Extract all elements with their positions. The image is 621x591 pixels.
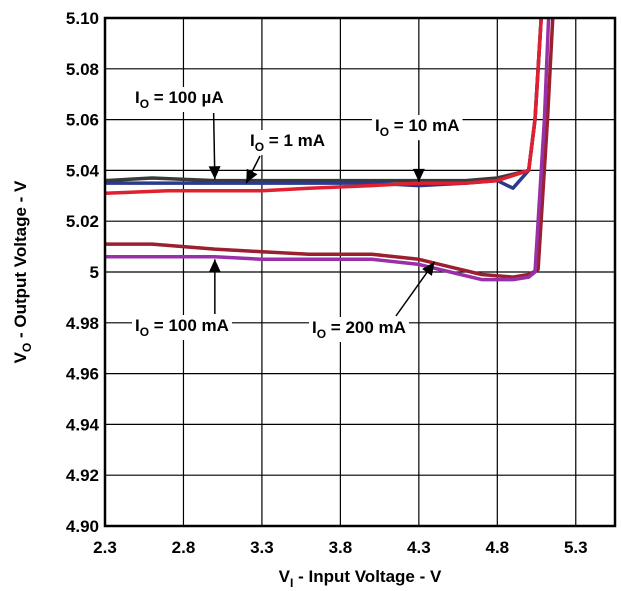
annotation-bg [132, 315, 232, 340]
annotation-bg [132, 87, 227, 112]
annotation-0: IO = 100 µA [132, 87, 227, 112]
series-line-2 [105, 18, 543, 196]
annotation-4: IO = 200 mA [309, 317, 409, 342]
annotation-arrowhead [422, 261, 435, 276]
y-tick-label: 5.08 [66, 60, 99, 79]
plot-frame [103, 16, 617, 528]
x-tick-label: 4.3 [407, 538, 431, 557]
y-tick-label: 5.06 [66, 111, 99, 130]
annotation-label: IO = 100 µA [135, 88, 224, 111]
x-tick-label: 3.8 [329, 538, 353, 557]
annotation-arrowhead [208, 166, 221, 180]
y-tick-label: 4.98 [66, 314, 99, 333]
annotation-label: IO = 1 mA [250, 131, 325, 154]
annotation-arrowhead [412, 168, 425, 182]
series-group [105, 18, 555, 282]
y-tick-label: 4.94 [66, 415, 100, 434]
annotation-3: IO = 100 mA [132, 315, 232, 340]
annotation-bg [372, 115, 463, 140]
annotation-arrowhead [208, 259, 221, 273]
annotation-bg [309, 317, 409, 342]
y-tick-label: 4.92 [66, 466, 99, 485]
annotation-1: IO = 1 mA [247, 130, 329, 155]
series-line-3 [105, 18, 555, 279]
annotations: IO = 100 µA IO = 1 mA IO = 10 mA IO = 100 m… [132, 87, 463, 342]
annotation-label: IO = 100 mA [135, 316, 229, 339]
y-tick-labels: 5.10 5.08 5.06 5.04 5.02 5 4.98 4.96 4.94 4.92 4.9… [66, 9, 100, 536]
x-tick-label: 2.8 [172, 538, 196, 557]
y-tick-label: 4.96 [66, 365, 99, 384]
x-tick-label: 2.3 [93, 538, 117, 557]
y-tick-label: 5 [90, 263, 99, 282]
y-tick-label: 5.02 [66, 212, 99, 231]
annotation-label: IO = 200 mA [312, 318, 406, 341]
x-tick-label: 4.8 [485, 538, 509, 557]
annotation-2: IO = 10 mA [372, 115, 463, 140]
y-tick-label: 4.90 [66, 517, 99, 536]
series-line-4 [105, 18, 551, 282]
y-tick-label: 5.10 [66, 9, 99, 28]
y-tick-label: 5.04 [66, 161, 100, 180]
annotation-arrowhead [246, 168, 258, 184]
x-tick-labels: 2.3 2.8 3.3 3.8 4.3 4.8 5.3 [93, 538, 587, 557]
x-axis-title: VI - Input Voltage - V [279, 567, 442, 590]
x-tick-label: 3.3 [250, 538, 274, 557]
annotation-label: IO = 10 mA [375, 116, 459, 139]
x-tick-label: 5.3 [564, 538, 588, 557]
annotation-bg [247, 130, 329, 155]
y-axis-title: VO - Output Voltage - V [11, 180, 34, 363]
